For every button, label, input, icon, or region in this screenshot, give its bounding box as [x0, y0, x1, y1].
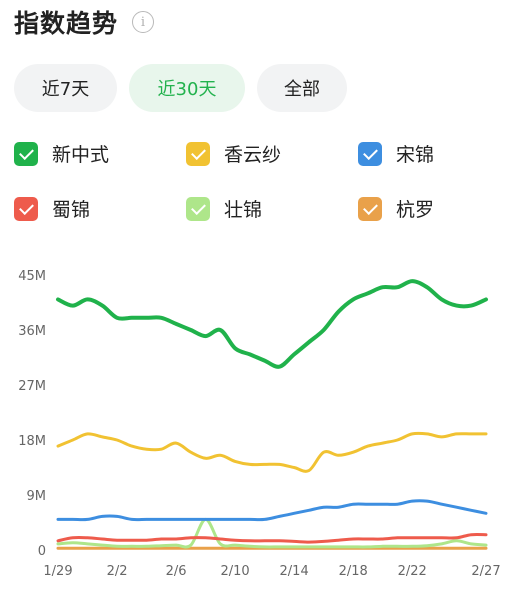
legend-label: 杭罗	[396, 199, 435, 221]
series-line-1	[56, 279, 488, 369]
legend-item-series-4[interactable]: 蜀锦	[14, 195, 90, 222]
legend-item-series-1[interactable]: 新中式	[14, 140, 109, 167]
series-line-5	[56, 517, 488, 549]
checkbox-checked-icon[interactable]	[14, 196, 38, 221]
time-range-tabs: 近7天 近30天 全部	[14, 64, 347, 112]
y-tick-label: 18M	[18, 434, 46, 449]
legend-label: 新中式	[52, 144, 110, 166]
x-tick-label: 2/22	[398, 564, 427, 579]
x-tick-label: 2/6	[166, 564, 187, 579]
tab-all[interactable]: 全部	[257, 64, 347, 112]
y-tick-label: 36M	[18, 324, 46, 339]
series-lines	[56, 279, 488, 550]
legend-label: 蜀锦	[52, 199, 91, 221]
series-line-3	[56, 499, 488, 522]
x-tick-label: 2/2	[107, 564, 128, 579]
legend-label: 宋锦	[396, 144, 435, 166]
legend-item-series-2[interactable]: 香云纱	[186, 140, 281, 167]
legend-item-series-3[interactable]: 宋锦	[358, 140, 434, 167]
checkbox-checked-icon[interactable]	[358, 196, 382, 221]
x-tick-label: 1/29	[43, 564, 72, 579]
x-axis: 1/29 2/2 2/6 2/10 2/14 2/18 2/22 2/27	[43, 564, 500, 579]
y-tick-label: 45M	[18, 269, 46, 284]
checkbox-checked-icon[interactable]	[186, 196, 210, 221]
tab-last-30-days[interactable]: 近30天	[129, 64, 245, 112]
x-tick-label: 2/27	[471, 564, 500, 579]
info-icon[interactable]: i	[132, 11, 155, 33]
trend-line-chart: 0 9M 18M 27M 36M 45M 1/29 2/2 2/6 2/10 2/14 2/18 2/…	[18, 269, 500, 579]
y-tick-label: 0	[38, 544, 46, 559]
series-line-2	[56, 431, 488, 473]
legend-item-series-6[interactable]: 杭罗	[358, 195, 434, 222]
checkbox-checked-icon[interactable]	[186, 141, 210, 166]
y-tick-label: 27M	[18, 379, 46, 394]
tab-last-7-days[interactable]: 近7天	[14, 64, 117, 112]
x-tick-label: 2/14	[280, 564, 309, 579]
page-title: 指数趋势	[14, 9, 119, 38]
checkbox-checked-icon[interactable]	[14, 141, 38, 166]
y-axis: 0 9M 18M 27M 36M 45M	[18, 269, 46, 559]
x-tick-label: 2/18	[339, 564, 368, 579]
checkbox-checked-icon[interactable]	[358, 141, 382, 166]
chart-header: 指数趋势 i	[14, 4, 155, 40]
x-tick-label: 2/10	[221, 564, 250, 579]
legend-item-series-5[interactable]: 壮锦	[186, 195, 262, 222]
series-line-4	[56, 532, 488, 544]
y-tick-label: 9M	[27, 489, 47, 504]
legend-label: 壮锦	[224, 199, 263, 221]
legend-label: 香云纱	[224, 144, 282, 166]
